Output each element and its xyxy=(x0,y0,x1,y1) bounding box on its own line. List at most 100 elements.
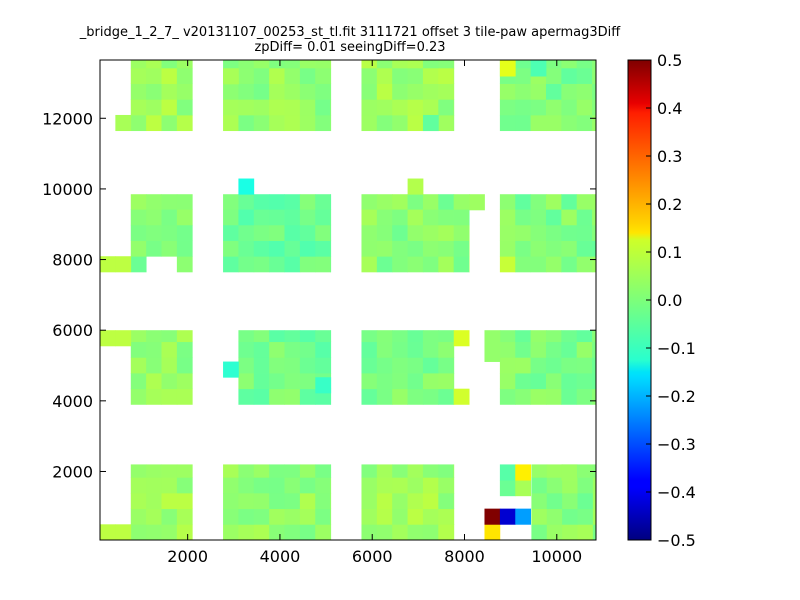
heatmap-cell xyxy=(176,60,193,69)
heatmap-cell xyxy=(176,492,193,510)
heatmap-cell xyxy=(284,508,301,525)
heatmap-cell xyxy=(576,341,593,358)
heatmap-cell xyxy=(438,194,455,210)
heatmap-cell xyxy=(238,341,255,358)
heatmap-cell xyxy=(146,341,162,358)
heatmap-cell xyxy=(499,240,516,257)
heatmap-cell xyxy=(299,524,316,541)
heatmap-cell xyxy=(238,330,255,343)
colorbar-tick-label: 0.3 xyxy=(657,147,682,166)
heatmap-cell xyxy=(299,330,316,343)
heatmap-cell xyxy=(407,114,424,132)
heatmap-cell xyxy=(499,60,516,77)
heatmap-cell xyxy=(299,256,316,273)
heatmap-cell xyxy=(515,357,532,374)
heatmap-cell xyxy=(130,524,147,541)
heatmap-cell xyxy=(546,477,563,494)
heatmap-cell xyxy=(161,464,178,478)
heatmap-cell xyxy=(407,178,424,195)
heatmap-cell xyxy=(315,341,331,358)
heatmap-cell xyxy=(515,67,532,84)
heatmap-cell xyxy=(438,357,455,374)
heatmap-cell xyxy=(392,388,408,405)
heatmap-cell xyxy=(561,114,578,132)
heatmap-cell xyxy=(530,60,547,77)
heatmap-cell xyxy=(146,194,162,210)
heatmap-cell xyxy=(115,330,132,347)
heatmap-cell xyxy=(100,330,116,347)
heatmap-cell xyxy=(161,508,178,525)
heatmap-cell xyxy=(407,330,424,343)
heatmap-cell xyxy=(453,224,470,241)
heatmap-cell xyxy=(422,477,439,494)
heatmap-cell xyxy=(592,99,597,116)
heatmap-cell xyxy=(284,99,301,116)
heatmap-cell xyxy=(376,373,393,390)
heatmap-cell xyxy=(531,492,548,510)
heatmap-cell xyxy=(299,60,316,69)
heatmap-cell xyxy=(453,256,470,273)
heatmap-cell xyxy=(146,60,162,69)
heatmap-cell xyxy=(284,83,301,100)
heatmap-cell xyxy=(130,60,147,69)
heatmap-cell xyxy=(223,508,239,525)
heatmap-cell xyxy=(253,508,270,525)
heatmap-cell xyxy=(146,330,162,343)
heatmap-cell xyxy=(576,194,593,210)
heatmap-cell xyxy=(299,224,316,241)
heatmap-cell xyxy=(161,524,178,541)
heatmap-cell xyxy=(361,357,378,374)
heatmap-cell xyxy=(284,388,301,405)
heatmap-cell xyxy=(392,240,408,257)
heatmap-cell xyxy=(545,83,562,100)
heatmap-cell xyxy=(545,373,562,390)
colorbar-ticks: 0.5 0.4 0.3 0.2 0.1 0.0 −0.1 −0.2 −0.3 −0.4 −0.5 xyxy=(646,51,696,550)
heatmap-cell xyxy=(161,83,178,100)
heatmap-cell xyxy=(592,524,597,541)
heatmap-cell xyxy=(438,60,455,69)
heatmap-cell xyxy=(515,83,532,100)
heatmap-cell xyxy=(361,464,378,478)
heatmap-cell xyxy=(130,330,147,343)
heatmap-cell xyxy=(315,377,332,394)
heatmap-cell xyxy=(438,524,455,541)
heatmap-cell xyxy=(269,508,285,525)
heatmap-cell xyxy=(422,256,439,273)
heatmap-cell xyxy=(392,508,408,525)
heatmap-cell xyxy=(238,373,255,390)
y-axis: 2000 4000 6000 8000 10000 12000 xyxy=(42,109,596,481)
heatmap-cell xyxy=(515,480,532,497)
heatmap-cell xyxy=(484,345,501,362)
heatmap-cell xyxy=(253,464,270,478)
heatmap-cell xyxy=(453,209,470,226)
heatmap-cell xyxy=(299,464,316,478)
heatmap-cell xyxy=(531,477,548,494)
heatmap-cell xyxy=(161,67,178,84)
heatmap-cell xyxy=(299,388,316,405)
heatmap-cell xyxy=(422,330,439,343)
heatmap-cell xyxy=(499,388,516,405)
heatmap-cell xyxy=(392,209,408,226)
heatmap-cell xyxy=(592,341,597,358)
heatmap-cell xyxy=(284,373,301,390)
heatmap-cell xyxy=(315,524,331,541)
heatmap-cell xyxy=(315,194,331,210)
heatmap-cell xyxy=(546,492,563,510)
heatmap-cell xyxy=(269,99,285,116)
y-tick-label: 4000 xyxy=(52,392,93,411)
heatmap-cell xyxy=(146,240,162,257)
heatmap-cell xyxy=(238,194,255,210)
heatmap-cell xyxy=(315,240,331,257)
colorbar-tick-label: 0.4 xyxy=(657,99,682,118)
heatmap-cell xyxy=(161,477,178,494)
heatmap-cell xyxy=(269,464,285,478)
heatmap-cells xyxy=(100,60,597,541)
heatmap-cell xyxy=(499,357,516,374)
heatmap-cell xyxy=(407,194,424,210)
heatmap-cell xyxy=(407,477,424,494)
heatmap-cell xyxy=(499,194,516,210)
heatmap-cell xyxy=(161,209,178,226)
heatmap-cell xyxy=(546,464,563,478)
heatmap-cell xyxy=(577,477,594,494)
